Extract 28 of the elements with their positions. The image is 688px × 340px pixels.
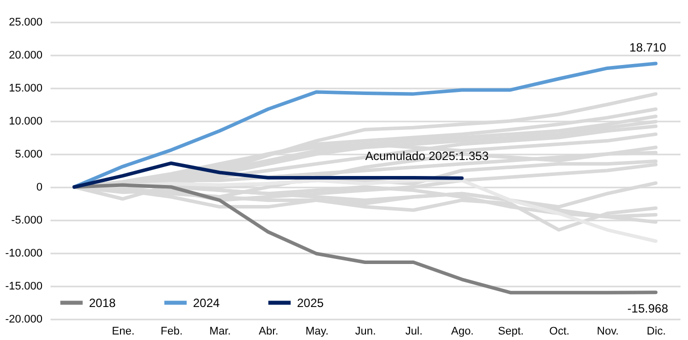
x-tick-label: May.: [306, 326, 329, 338]
y-tick-label: 10.000: [8, 116, 42, 128]
data-label: 18.710: [629, 40, 666, 55]
y-tick-label: -15.000: [5, 280, 42, 292]
x-tick-label: Mar.: [209, 326, 231, 338]
x-tick-label: Dic.: [646, 326, 666, 338]
y-tick-label: 0: [36, 182, 42, 194]
annotation: Acumulado 2025:1.353: [365, 149, 489, 164]
x-tick-label: Oct.: [549, 326, 570, 338]
y-tick-label: 15.000: [8, 82, 42, 94]
y-tick-label: 5.000: [14, 148, 42, 160]
x-tick-label: Abr.: [258, 326, 278, 338]
x-tick-label: Ago.: [451, 326, 474, 338]
x-tick-label: Jul.: [405, 326, 423, 338]
data-label: -15.968: [627, 301, 668, 316]
y-tick-label: 25.000: [8, 16, 42, 28]
y-tick-label: 20.000: [8, 50, 42, 62]
x-tick-label: Sept.: [498, 326, 524, 338]
y-tick-label: -20.000: [5, 314, 42, 326]
legend-label: 2025: [297, 296, 324, 310]
x-tick-label: Jun.: [355, 326, 376, 338]
x-tick-label: Nov.: [596, 326, 619, 338]
x-tick-label: Feb.: [160, 326, 183, 338]
x-tick-label: Ene.: [112, 326, 135, 338]
y-tick-label: -5.000: [11, 214, 42, 226]
legend-label: 2018: [89, 296, 116, 310]
y-tick-label: -10.000: [5, 248, 42, 260]
legend-label: 2024: [193, 296, 220, 310]
